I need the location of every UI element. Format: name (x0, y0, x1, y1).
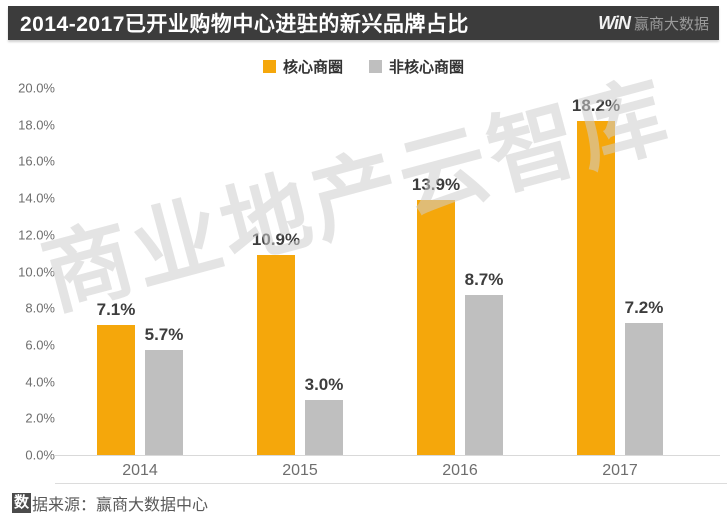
y-axis-tick: 8.0% (25, 300, 55, 316)
bar-2016-core (417, 199, 455, 455)
x-axis-label-2017: 2017 (602, 462, 638, 479)
y-axis-tick: 14.0% (18, 190, 55, 206)
page-title: 2014-2017已开业购物中心进驻的新兴品牌占比 (20, 13, 469, 36)
bar-group-2015: 10.9% 3.0% (220, 88, 380, 455)
y-axis-tick: 20.0% (18, 80, 55, 96)
x-axis-baseline (55, 455, 720, 456)
bar-value-label: 13.9% (411, 174, 461, 194)
win-logo-icon: WiN (598, 12, 631, 33)
bar-value-label: 7.1% (96, 299, 136, 319)
y-axis-tick: 2.0% (25, 410, 55, 426)
bar-2014-core (97, 324, 135, 455)
data-source-note: 数 据来源：赢商大数据中心 (12, 491, 208, 515)
bar-value-label: 10.9% (251, 230, 301, 249)
y-axis-tick: 10.0% (18, 264, 55, 279)
brand-name: 赢商大数据 (633, 15, 709, 33)
x-axis-label-2016: 2016 (442, 462, 478, 479)
y-axis-tick: 18.0% (18, 117, 55, 133)
legend-label-core: 核心商圈 (282, 59, 343, 76)
bar-value-label: 8.7% (464, 270, 504, 290)
y-axis-tick: 16.0% (18, 153, 55, 169)
x-axis-label-2015: 2015 (282, 462, 318, 479)
data-source-text: 据来源：赢商大数据中心 (32, 497, 209, 514)
bar-value-label: 18.2% (571, 96, 621, 116)
legend-swatch-core (262, 60, 276, 73)
bar-2016-noncore (465, 295, 503, 455)
bar-2017-core (577, 121, 615, 455)
legend-item-core: 核心商圈 (262, 56, 343, 77)
footer-divider (55, 483, 727, 484)
bar-group-2017: 18.2% 7.2% (540, 88, 700, 455)
y-axis-tick: 6.0% (25, 337, 55, 353)
bar-2014-noncore (145, 350, 183, 455)
bar-group-2016: 13.9% 8.7% (380, 88, 540, 455)
bar-value-label: 5.7% (144, 325, 184, 345)
brand-logo: WiN 赢商大数据 (598, 13, 709, 34)
y-axis-tick: 0.0% (25, 447, 55, 463)
y-axis-tick: 4.0% (25, 374, 55, 390)
bar-2015-noncore (305, 399, 343, 455)
legend-item-noncore: 非核心商圈 (369, 56, 464, 77)
legend-label-noncore: 非核心商圈 (389, 59, 465, 76)
bar-2017-noncore (625, 322, 663, 455)
bar-2015-core (257, 255, 295, 455)
data-source-prefix: 数 (12, 493, 32, 513)
header-bar: 2014-2017已开业购物中心进驻的新兴品牌占比 WiN 赢商大数据 (8, 6, 719, 40)
y-axis-tick: 12.0% (18, 227, 55, 243)
bar-value-label: 7.2% (624, 297, 664, 317)
bar-chart-plot-area: 0.0% 2.0% 4.0% 6.0% 8.0% 10.0% 12.0% 14.0% 16.0%… (18, 81, 720, 463)
legend-swatch-noncore (369, 60, 382, 73)
bar-group-2014: 7.1% 5.7% (60, 88, 220, 455)
chart-legend: 核心商圈 非核心商圈 (0, 56, 727, 77)
x-axis-label-2014: 2014 (122, 462, 158, 479)
bar-value-label: 3.0% (304, 374, 344, 394)
